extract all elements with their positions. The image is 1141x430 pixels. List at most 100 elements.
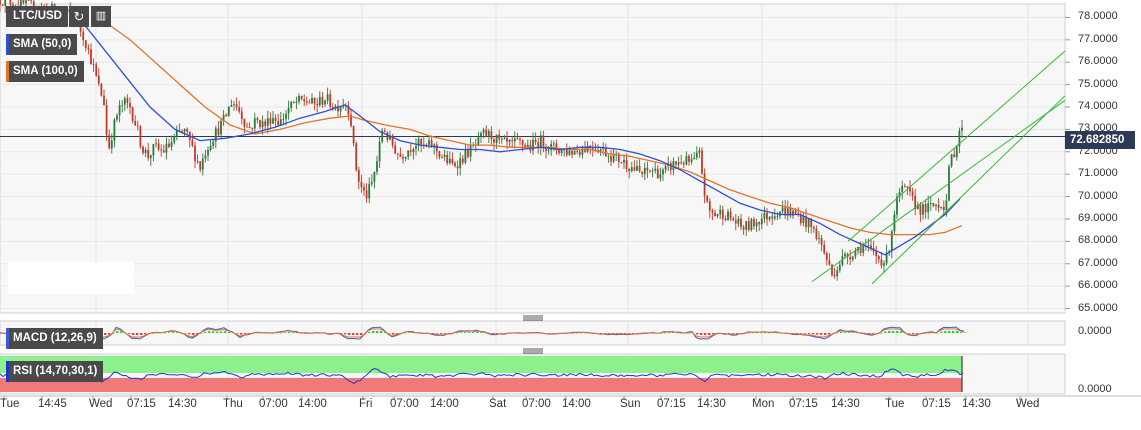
candle-body xyxy=(526,144,529,147)
candle-body xyxy=(142,146,144,153)
macd-histogram-bar xyxy=(796,333,799,334)
candle-body xyxy=(12,4,14,7)
candle-body xyxy=(911,191,914,196)
candle-body xyxy=(602,147,605,150)
macd-histogram-bar xyxy=(256,332,259,334)
candle-body xyxy=(516,138,519,140)
macd-histogram-bar xyxy=(768,332,771,334)
macd-histogram-bar xyxy=(288,331,291,333)
candle-body xyxy=(110,140,113,149)
candle-body xyxy=(937,204,940,208)
candle-body xyxy=(576,150,579,152)
bars-icon[interactable]: ▥ xyxy=(91,6,111,27)
candle-body xyxy=(532,139,534,151)
candle-body xyxy=(126,98,129,103)
candle-body xyxy=(825,252,828,261)
rsi-axis-tick: 0.0000 xyxy=(1078,383,1112,395)
candle-body xyxy=(230,105,233,107)
macd-histogram-bar xyxy=(700,333,703,335)
symbol-label-box[interactable]: LTC/USD xyxy=(6,6,68,27)
candle-body xyxy=(95,64,98,76)
candle-body xyxy=(558,150,560,154)
macd-histogram-bar xyxy=(292,332,295,333)
macd-histogram-bar xyxy=(460,332,463,333)
macd-histogram-bar xyxy=(884,331,887,333)
candle-body xyxy=(243,119,246,127)
legend-sma100[interactable]: SMA (100,0) xyxy=(6,61,84,82)
price-tick-label: 75.0000 xyxy=(1078,77,1118,90)
candle-body xyxy=(630,167,633,172)
candle-body xyxy=(220,120,222,135)
candle-body xyxy=(656,168,659,179)
candle-body xyxy=(412,148,415,152)
price-tick-label: 69.0000 xyxy=(1078,211,1118,224)
macd-histogram-bar xyxy=(824,333,827,335)
candle-body xyxy=(914,195,917,210)
candle-body xyxy=(1,4,4,6)
candle-body xyxy=(909,187,911,192)
macd-histogram-bar xyxy=(104,333,107,335)
candle-body xyxy=(253,118,256,129)
macd-histogram-bar xyxy=(284,332,287,333)
macd-histogram-bar xyxy=(280,332,283,334)
candle-body xyxy=(373,171,376,182)
candle-body xyxy=(729,211,732,219)
candle-body xyxy=(217,128,220,135)
macd-histogram-bar xyxy=(260,332,263,334)
candle-body xyxy=(955,146,958,158)
candle-body xyxy=(859,247,862,253)
candle-body xyxy=(123,98,126,105)
candle-body xyxy=(552,143,555,145)
candle-body xyxy=(786,208,789,216)
refresh-icon[interactable]: ↻ xyxy=(69,6,89,27)
macd-histogram-bar xyxy=(960,331,963,333)
candle-body xyxy=(799,214,802,224)
macd-histogram-bar xyxy=(240,333,243,335)
candle-body xyxy=(807,218,810,228)
candle-body xyxy=(838,264,841,271)
candle-body xyxy=(451,158,454,164)
candle-body xyxy=(633,167,636,171)
legend-rsi[interactable]: RSI (14,70,30,1) xyxy=(6,361,104,382)
macd-histogram-bar xyxy=(352,333,355,335)
candle-body xyxy=(695,152,698,158)
macd-histogram-bar xyxy=(128,333,131,334)
candle-body xyxy=(586,145,589,152)
candle-body xyxy=(334,105,337,109)
candle-body xyxy=(204,155,207,159)
time-tick-label: Tue xyxy=(885,398,905,410)
candle-body xyxy=(747,221,750,230)
candle-body xyxy=(248,126,251,128)
candle-body xyxy=(511,139,514,142)
candle-body xyxy=(690,159,693,162)
candle-body xyxy=(844,253,846,257)
candle-body xyxy=(214,128,217,142)
candle-body xyxy=(896,196,898,215)
candle-body xyxy=(25,0,27,4)
candle-body xyxy=(833,275,836,277)
candle-body xyxy=(404,156,407,159)
candle-body xyxy=(360,181,363,187)
candle-body xyxy=(266,118,269,126)
macd-histogram-bar xyxy=(752,332,755,334)
candle-body xyxy=(420,138,423,145)
macd-histogram-bar xyxy=(908,333,911,334)
price-tick-label: 71.0000 xyxy=(1078,167,1118,180)
macd-histogram-bar xyxy=(168,332,171,333)
candle-body xyxy=(139,126,142,147)
candle-body xyxy=(594,149,597,151)
time-tick-label: 14:30 xyxy=(697,398,726,410)
legend-sma50[interactable]: SMA (50,0) xyxy=(6,34,78,55)
candle-body xyxy=(285,113,287,120)
macd-histogram-bar xyxy=(748,332,751,334)
candle-body xyxy=(186,128,189,132)
time-tick-label: 14:30 xyxy=(831,398,860,410)
macd-histogram-bar xyxy=(632,333,635,334)
legend-macd[interactable]: MACD (12,26,9) xyxy=(6,328,103,349)
candle-body xyxy=(402,156,404,159)
candle-body xyxy=(664,166,667,170)
macd-histogram-bar xyxy=(828,333,831,335)
macd-histogram-bar xyxy=(736,333,739,334)
macd-histogram-bar xyxy=(836,332,839,334)
